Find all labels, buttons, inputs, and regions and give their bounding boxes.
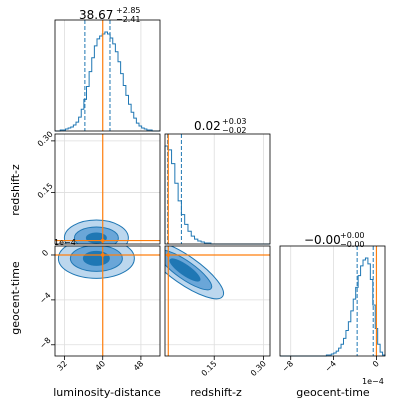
- y-tick-label: 0.30: [36, 130, 55, 149]
- y-tick-label: 0.15: [36, 181, 55, 200]
- x-tick-label: 0: [371, 359, 381, 369]
- contour-inner: [169, 258, 201, 282]
- contour-inner: [82, 250, 110, 266]
- truth-marker: [100, 238, 105, 243]
- hist-frame: [164, 133, 271, 245]
- y-axis-label-redshift-z: redshift-z: [9, 164, 22, 216]
- title-value: −0.00: [304, 233, 341, 247]
- truth-marker: [166, 253, 171, 257]
- x-tick-label: −8: [280, 359, 295, 374]
- truth-marker: [100, 253, 105, 257]
- title-redshift-z: 0.02 +0.03 −0.02: [194, 117, 247, 135]
- 2d-panel-1: [54, 245, 161, 357]
- x-ticks: 32 40 48 0.15 0.30 −8 −4 0: [55, 356, 381, 378]
- y-offset-label: 1e−4: [54, 238, 76, 247]
- title-luminosity-distance: 38.67 +2.85 −2.41: [79, 6, 141, 24]
- title-geocent-time: −0.00 +0.00 −0.00: [304, 231, 365, 249]
- hist-panel-luminosity-distance: [54, 19, 161, 132]
- y-tick-label: −4: [38, 291, 53, 306]
- x-tick-label: 40: [94, 359, 108, 373]
- title-plus: +2.85: [116, 6, 141, 15]
- title-minus: −2.41: [116, 15, 141, 24]
- x-tick-label: 48: [132, 359, 146, 373]
- 2d-panel-2: [164, 245, 271, 357]
- 2d-panel-0: [54, 133, 161, 245]
- 2d-frame: [164, 245, 271, 357]
- x-tick-label: 0.15: [200, 359, 219, 378]
- 2d-frame: [54, 133, 161, 245]
- title-value: 38.67: [79, 8, 113, 22]
- y-ticks: 0.15 0.30 −8 −4 0: [36, 130, 55, 351]
- title-plus: +0.00: [340, 231, 365, 240]
- x-tick-label: 32: [55, 359, 69, 373]
- histogram-geocent-time: [280, 257, 386, 357]
- title-minus: −0.00: [340, 240, 365, 249]
- histogram-redshift-z: [164, 145, 270, 245]
- y-axis-label-geocent-time: geocent-time: [9, 261, 22, 335]
- hist-frame: [54, 19, 161, 132]
- x-axis-label-redshift-z: redshift-z: [190, 386, 242, 399]
- hist-panel-geocent-time: [279, 245, 386, 357]
- x-axis-label-geocent-time: geocent-time: [296, 386, 370, 399]
- x-axis-label-luminosity-distance: luminosity-distance: [53, 386, 161, 399]
- hist-frame: [279, 245, 386, 357]
- histogram-luminosity-distance: [55, 31, 160, 132]
- title-value: 0.02: [194, 119, 221, 133]
- hist-panel-redshift-z: [164, 133, 271, 245]
- 2d-frame: [54, 245, 161, 357]
- x-tick-label: −4: [323, 359, 338, 374]
- title-plus: +0.03: [222, 117, 247, 126]
- x-tick-label: 0.30: [249, 359, 268, 378]
- title-minus: −0.02: [222, 126, 247, 135]
- y-tick-label: −8: [38, 336, 53, 351]
- y-tick-label: 0: [40, 248, 50, 258]
- x-offset-label: 1e−4: [362, 377, 384, 386]
